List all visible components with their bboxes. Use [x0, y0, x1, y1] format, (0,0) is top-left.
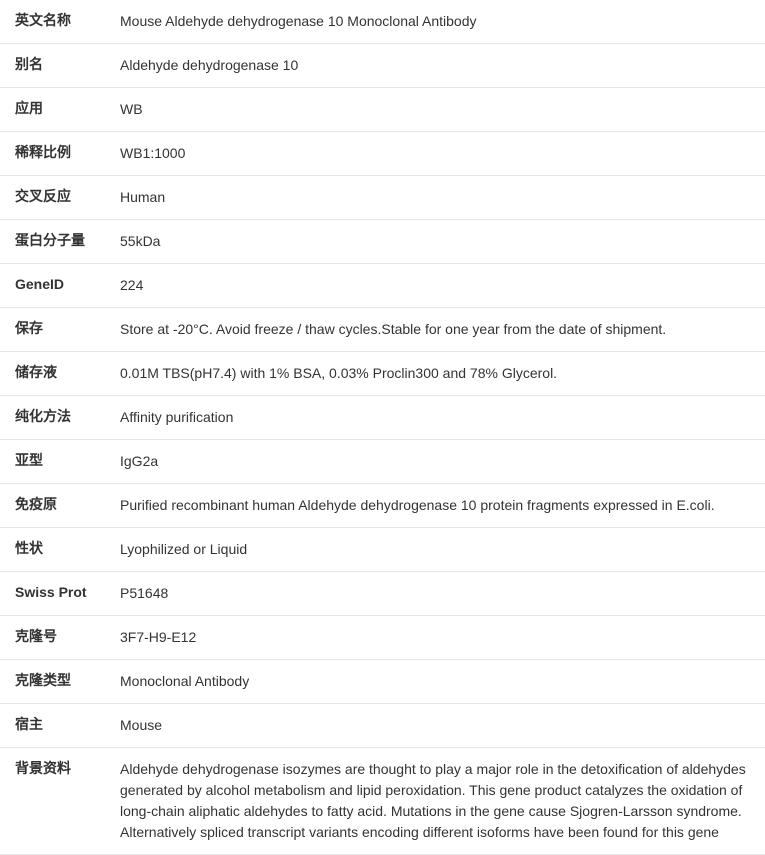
- spec-label: 稀释比例: [0, 132, 120, 176]
- spec-row: 英文名称 Mouse Aldehyde dehydrogenase 10 Mon…: [0, 0, 765, 44]
- spec-value: P51648: [120, 572, 765, 616]
- spec-value: WB: [120, 88, 765, 132]
- spec-row: 交叉反应 Human: [0, 176, 765, 220]
- spec-value: Store at -20°C. Avoid freeze / thaw cycl…: [120, 308, 765, 352]
- spec-label: 免疫原: [0, 484, 120, 528]
- spec-label: 性状: [0, 528, 120, 572]
- spec-value: Monoclonal Antibody: [120, 660, 765, 704]
- spec-row: 别名 Aldehyde dehydrogenase 10: [0, 44, 765, 88]
- spec-label: 亚型: [0, 440, 120, 484]
- spec-label: 别名: [0, 44, 120, 88]
- spec-value: Aldehyde dehydrogenase 10: [120, 44, 765, 88]
- spec-row: 蛋白分子量 55kDa: [0, 220, 765, 264]
- spec-value: Aldehyde dehydrogenase isozymes are thou…: [120, 748, 765, 855]
- spec-label: 宿主: [0, 704, 120, 748]
- spec-label: 保存: [0, 308, 120, 352]
- spec-row: 储存液 0.01M TBS(pH7.4) with 1% BSA, 0.03% …: [0, 352, 765, 396]
- spec-row: 免疫原 Purified recombinant human Aldehyde …: [0, 484, 765, 528]
- spec-row: 保存 Store at -20°C. Avoid freeze / thaw c…: [0, 308, 765, 352]
- spec-row: 性状 Lyophilized or Liquid: [0, 528, 765, 572]
- spec-row: 克隆类型 Monoclonal Antibody: [0, 660, 765, 704]
- spec-value: Purified recombinant human Aldehyde dehy…: [120, 484, 765, 528]
- spec-row: 纯化方法 Affinity purification: [0, 396, 765, 440]
- spec-label: 交叉反应: [0, 176, 120, 220]
- spec-row: GeneID 224: [0, 264, 765, 308]
- spec-value: Mouse: [120, 704, 765, 748]
- spec-label: 应用: [0, 88, 120, 132]
- spec-value: Affinity purification: [120, 396, 765, 440]
- spec-label: 储存液: [0, 352, 120, 396]
- spec-value: Human: [120, 176, 765, 220]
- spec-value: 3F7-H9-E12: [120, 616, 765, 660]
- spec-row: 稀释比例 WB1:1000: [0, 132, 765, 176]
- spec-label: 英文名称: [0, 0, 120, 44]
- spec-value: 55kDa: [120, 220, 765, 264]
- spec-row: 背景资料 Aldehyde dehydrogenase isozymes are…: [0, 748, 765, 855]
- spec-row: 亚型 IgG2a: [0, 440, 765, 484]
- spec-value: 224: [120, 264, 765, 308]
- spec-label: Swiss Prot: [0, 572, 120, 616]
- spec-label: 蛋白分子量: [0, 220, 120, 264]
- spec-value: WB1:1000: [120, 132, 765, 176]
- spec-value: Mouse Aldehyde dehydrogenase 10 Monoclon…: [120, 0, 765, 44]
- spec-row: 克隆号 3F7-H9-E12: [0, 616, 765, 660]
- spec-label: 纯化方法: [0, 396, 120, 440]
- spec-label: 克隆类型: [0, 660, 120, 704]
- spec-value: Lyophilized or Liquid: [120, 528, 765, 572]
- spec-value: IgG2a: [120, 440, 765, 484]
- spec-label: GeneID: [0, 264, 120, 308]
- spec-row: 应用 WB: [0, 88, 765, 132]
- spec-label: 克隆号: [0, 616, 120, 660]
- spec-row: 宿主 Mouse: [0, 704, 765, 748]
- spec-table-body: 英文名称 Mouse Aldehyde dehydrogenase 10 Mon…: [0, 0, 765, 855]
- spec-value: 0.01M TBS(pH7.4) with 1% BSA, 0.03% Proc…: [120, 352, 765, 396]
- spec-label: 背景资料: [0, 748, 120, 855]
- spec-row: Swiss Prot P51648: [0, 572, 765, 616]
